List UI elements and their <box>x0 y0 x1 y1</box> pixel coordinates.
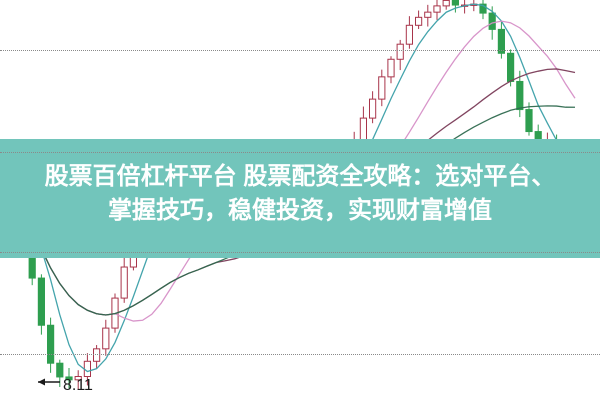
svg-text:8.11: 8.11 <box>63 377 93 394</box>
